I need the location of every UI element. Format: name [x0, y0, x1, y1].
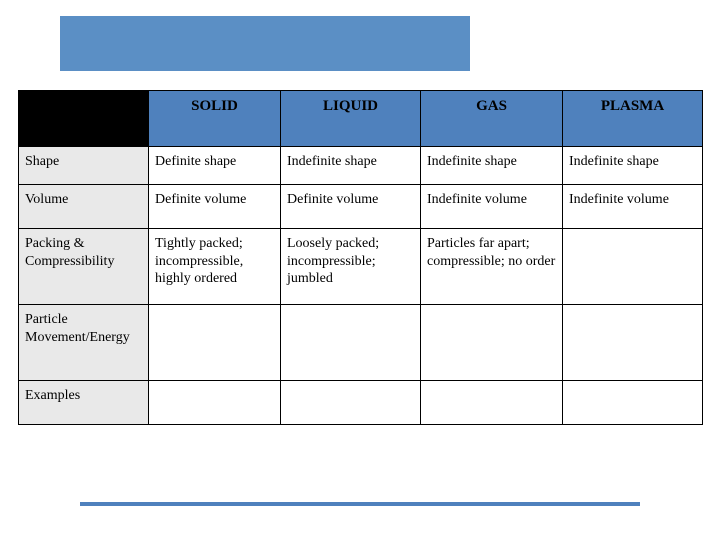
- cell: Indefinite shape: [563, 147, 703, 185]
- comparison-table: SOLID LIQUID GAS PLASMA Shape Definite s…: [18, 90, 703, 425]
- cell: [421, 305, 563, 381]
- header-plasma: PLASMA: [563, 91, 703, 147]
- cell: Definite shape: [149, 147, 281, 185]
- cell: Indefinite volume: [563, 185, 703, 229]
- rowlabel-shape: Shape: [19, 147, 149, 185]
- cell: [281, 381, 421, 425]
- cell: [421, 381, 563, 425]
- cell: Tightly packed; incompressible, highly o…: [149, 229, 281, 305]
- cell: [149, 381, 281, 425]
- header-solid: SOLID: [149, 91, 281, 147]
- cell: [563, 305, 703, 381]
- table-row: Examples: [19, 381, 703, 425]
- rowlabel-packing: Packing & Compressibility: [19, 229, 149, 305]
- header-liquid: LIQUID: [281, 91, 421, 147]
- cell: [563, 381, 703, 425]
- cell: Particles far apart; compressible; no or…: [421, 229, 563, 305]
- cell: Indefinite shape: [421, 147, 563, 185]
- rowlabel-volume: Volume: [19, 185, 149, 229]
- table-row: Packing & Compressibility Tightly packed…: [19, 229, 703, 305]
- cell: Indefinite volume: [421, 185, 563, 229]
- table-header-row: SOLID LIQUID GAS PLASMA: [19, 91, 703, 147]
- cell: [149, 305, 281, 381]
- footer-divider: [80, 502, 640, 506]
- header-corner: [19, 91, 149, 147]
- table-row: Volume Definite volume Definite volume I…: [19, 185, 703, 229]
- rowlabel-movement: Particle Movement/Energy: [19, 305, 149, 381]
- rowlabel-examples: Examples: [19, 381, 149, 425]
- cell: [563, 229, 703, 305]
- cell: [281, 305, 421, 381]
- states-of-matter-table: SOLID LIQUID GAS PLASMA Shape Definite s…: [18, 90, 702, 425]
- cell: Loosely packed; incompressible; jumbled: [281, 229, 421, 305]
- title-bar: [60, 16, 470, 71]
- cell: Indefinite shape: [281, 147, 421, 185]
- table-row: Particle Movement/Energy: [19, 305, 703, 381]
- cell: Definite volume: [149, 185, 281, 229]
- table-row: Shape Definite shape Indefinite shape In…: [19, 147, 703, 185]
- cell: Definite volume: [281, 185, 421, 229]
- header-gas: GAS: [421, 91, 563, 147]
